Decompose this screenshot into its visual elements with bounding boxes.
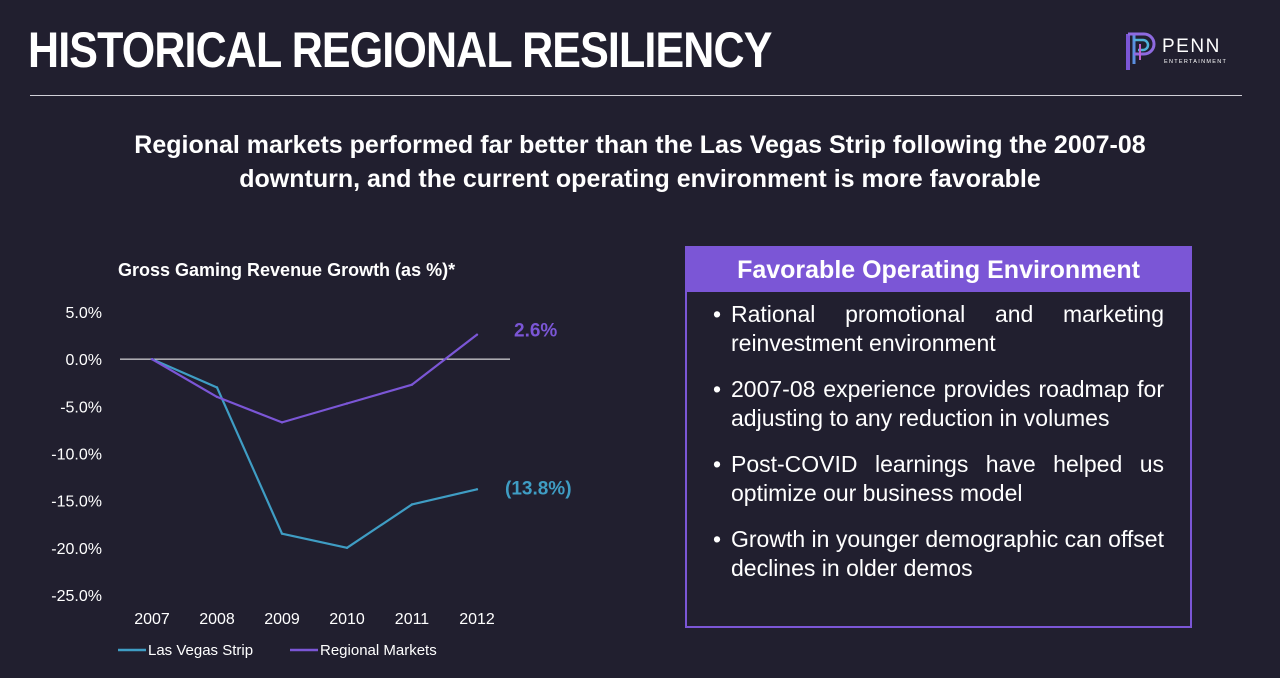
logo-name: PENN: [1162, 36, 1221, 57]
gross-gaming-revenue-chart: Gross Gaming Revenue Growth (as %)* 5.0%…: [51, 260, 572, 659]
series-line-las-vegas-strip: [151, 358, 478, 549]
y-tick-label: -10.0%: [51, 447, 102, 464]
legend-label: Las Vegas Strip: [148, 642, 253, 659]
bullet-item: 2007-08 experience provides roadmap for …: [713, 375, 1164, 433]
x-tick-label: 2011: [395, 611, 430, 628]
y-tick-label: 5.0%: [66, 305, 102, 322]
data-point: [150, 357, 154, 361]
data-point: [410, 503, 414, 506]
y-tick-label: -5.0%: [60, 399, 102, 416]
data-point: [475, 488, 479, 491]
x-tick-label: 2009: [264, 611, 300, 628]
panel-title: Favorable Operating Environment: [687, 248, 1190, 292]
bullet-item: Growth in younger demographic can offset…: [713, 525, 1164, 583]
bullet-item: Rational promotional and marketing reinv…: [713, 300, 1164, 358]
series-line-regional-markets: [151, 333, 478, 424]
data-point: [345, 546, 349, 550]
x-tick-label: 2012: [459, 611, 495, 628]
legend-label: Regional Markets: [320, 642, 437, 659]
header-divider: [30, 95, 1242, 96]
logo-subtitle: ENTERTAINMENT: [1164, 59, 1228, 65]
subtitle-line-1: Regional markets performed far better th…: [134, 131, 1146, 159]
data-point: [280, 421, 284, 424]
y-tick-label: -20.0%: [51, 541, 102, 558]
x-tick-label: 2008: [199, 611, 235, 628]
data-point: [345, 402, 349, 405]
y-tick-label: -15.0%: [51, 494, 102, 511]
subtitle-line-2: downturn, and the current operating envi…: [239, 165, 1041, 193]
data-point: [410, 383, 414, 386]
x-tick-label: 2010: [329, 611, 365, 628]
data-label: (13.8%): [505, 478, 572, 499]
page-title: HISTORICAL REGIONAL RESILIENCY: [28, 22, 772, 78]
y-tick-label: 0.0%: [66, 352, 102, 369]
bullet-item: Post-COVID learnings have helped us opti…: [713, 450, 1164, 508]
x-tick-label: 2007: [134, 611, 170, 628]
data-point: [280, 532, 284, 535]
chart-title: Gross Gaming Revenue Growth (as %)*: [118, 260, 455, 280]
data-point: [215, 386, 219, 389]
y-tick-label: -25.0%: [51, 588, 102, 605]
data-point: [215, 395, 219, 399]
penn-logo-mark-icon: [1126, 32, 1156, 70]
penn-logo: PENN ENTERTAINMENT: [1124, 30, 1250, 74]
data-point: [475, 333, 479, 336]
favorable-environment-panel: Favorable Operating Environment Rational…: [685, 246, 1192, 628]
bullet-list: Rational promotional and marketing reinv…: [687, 292, 1190, 583]
data-label: 2.6%: [514, 321, 557, 342]
slide-subtitle: Regional markets performed far better th…: [40, 128, 1240, 196]
